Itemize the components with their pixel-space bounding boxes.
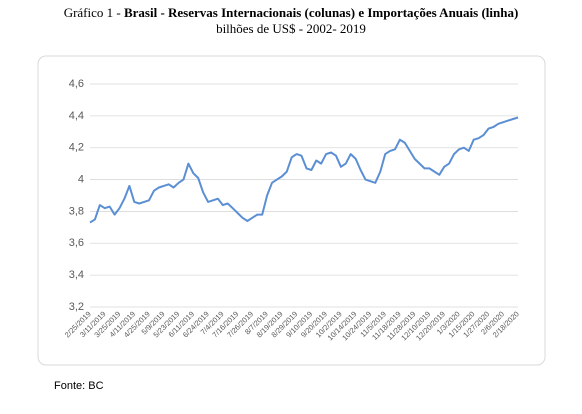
y-tick-label: 4,2 xyxy=(69,142,84,154)
chart-subtitle: bilhões de US$ - 2002- 2019 xyxy=(216,21,366,36)
y-tick-label: 4,4 xyxy=(69,110,84,122)
title-prefix: Gráfico 1 - xyxy=(64,5,121,20)
y-tick-label: 4 xyxy=(78,173,84,185)
y-tick-label: 3,6 xyxy=(69,237,84,249)
chart-title: Gráfico 1 - Brasil - Reservas Internacio… xyxy=(64,5,519,20)
title-main: Brasil - Reservas Internacionais (coluna… xyxy=(124,5,518,20)
y-tick-label: 4,6 xyxy=(69,78,84,90)
source: Fonte: BC xyxy=(54,380,104,392)
y-tick-label: 3,4 xyxy=(69,269,84,281)
y-tick-label: 3,8 xyxy=(69,205,84,217)
y-tick-label: 3,2 xyxy=(69,301,84,313)
data-line xyxy=(89,116,519,224)
chart-area xyxy=(37,55,546,366)
